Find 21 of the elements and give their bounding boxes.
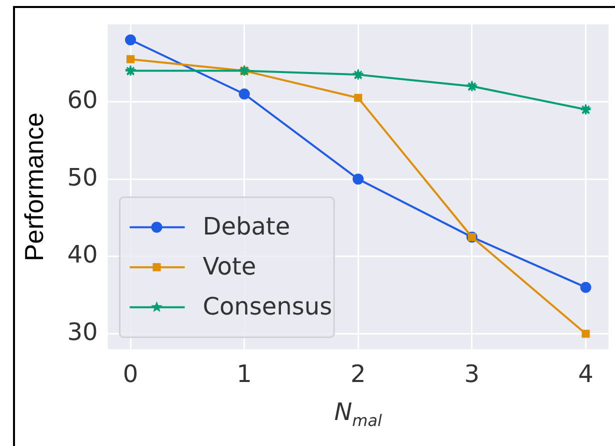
y-tick-label: 30 <box>67 318 98 346</box>
legend-label: Consensus <box>202 292 332 320</box>
point <box>125 34 136 46</box>
x-tick-label: 3 <box>464 360 480 388</box>
x-axis-title: N$_{mal}$ <box>334 398 382 430</box>
y-axis-title: Performance <box>18 112 49 262</box>
point <box>582 330 590 338</box>
y-tick-label: 40 <box>67 240 98 269</box>
x-tick-label: 2 <box>350 360 366 388</box>
x-tick-label: 4 <box>578 360 594 388</box>
point <box>354 94 362 102</box>
point <box>352 174 364 185</box>
y-tick-label: 50 <box>67 163 98 192</box>
x-tick-label: 1 <box>236 360 252 388</box>
legend-label: Debate <box>202 212 290 240</box>
x-tick-label: 0 <box>122 360 138 388</box>
y-tick-label: 60 <box>67 86 98 114</box>
point <box>580 282 592 293</box>
legend-label: Vote <box>202 252 256 280</box>
point <box>126 55 135 64</box>
point <box>238 88 250 100</box>
